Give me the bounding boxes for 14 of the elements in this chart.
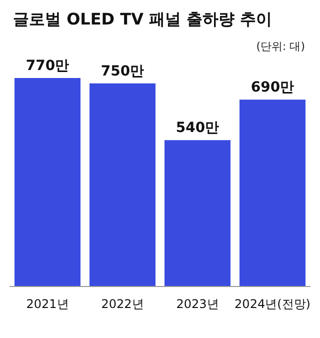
bar [240, 100, 306, 286]
bar [14, 78, 80, 286]
chart-title: 글로벌 OLED TV 패널 출하량 추이 [13, 10, 272, 28]
x-tick-label: 2023년 [176, 297, 219, 311]
data-label: 750만 [100, 63, 144, 80]
x-tick-label: 2021년 [26, 297, 69, 311]
data-label: 540만 [176, 120, 220, 136]
x-tick-label: 2022년 [101, 297, 144, 311]
x-tick-label: 2024년(전망) [234, 297, 310, 311]
chart-subtitle: (단위: 대) [256, 40, 306, 53]
bar [90, 83, 156, 286]
data-label: 770만 [26, 58, 70, 74]
data-label: 690만 [250, 80, 294, 96]
bar [164, 140, 230, 286]
